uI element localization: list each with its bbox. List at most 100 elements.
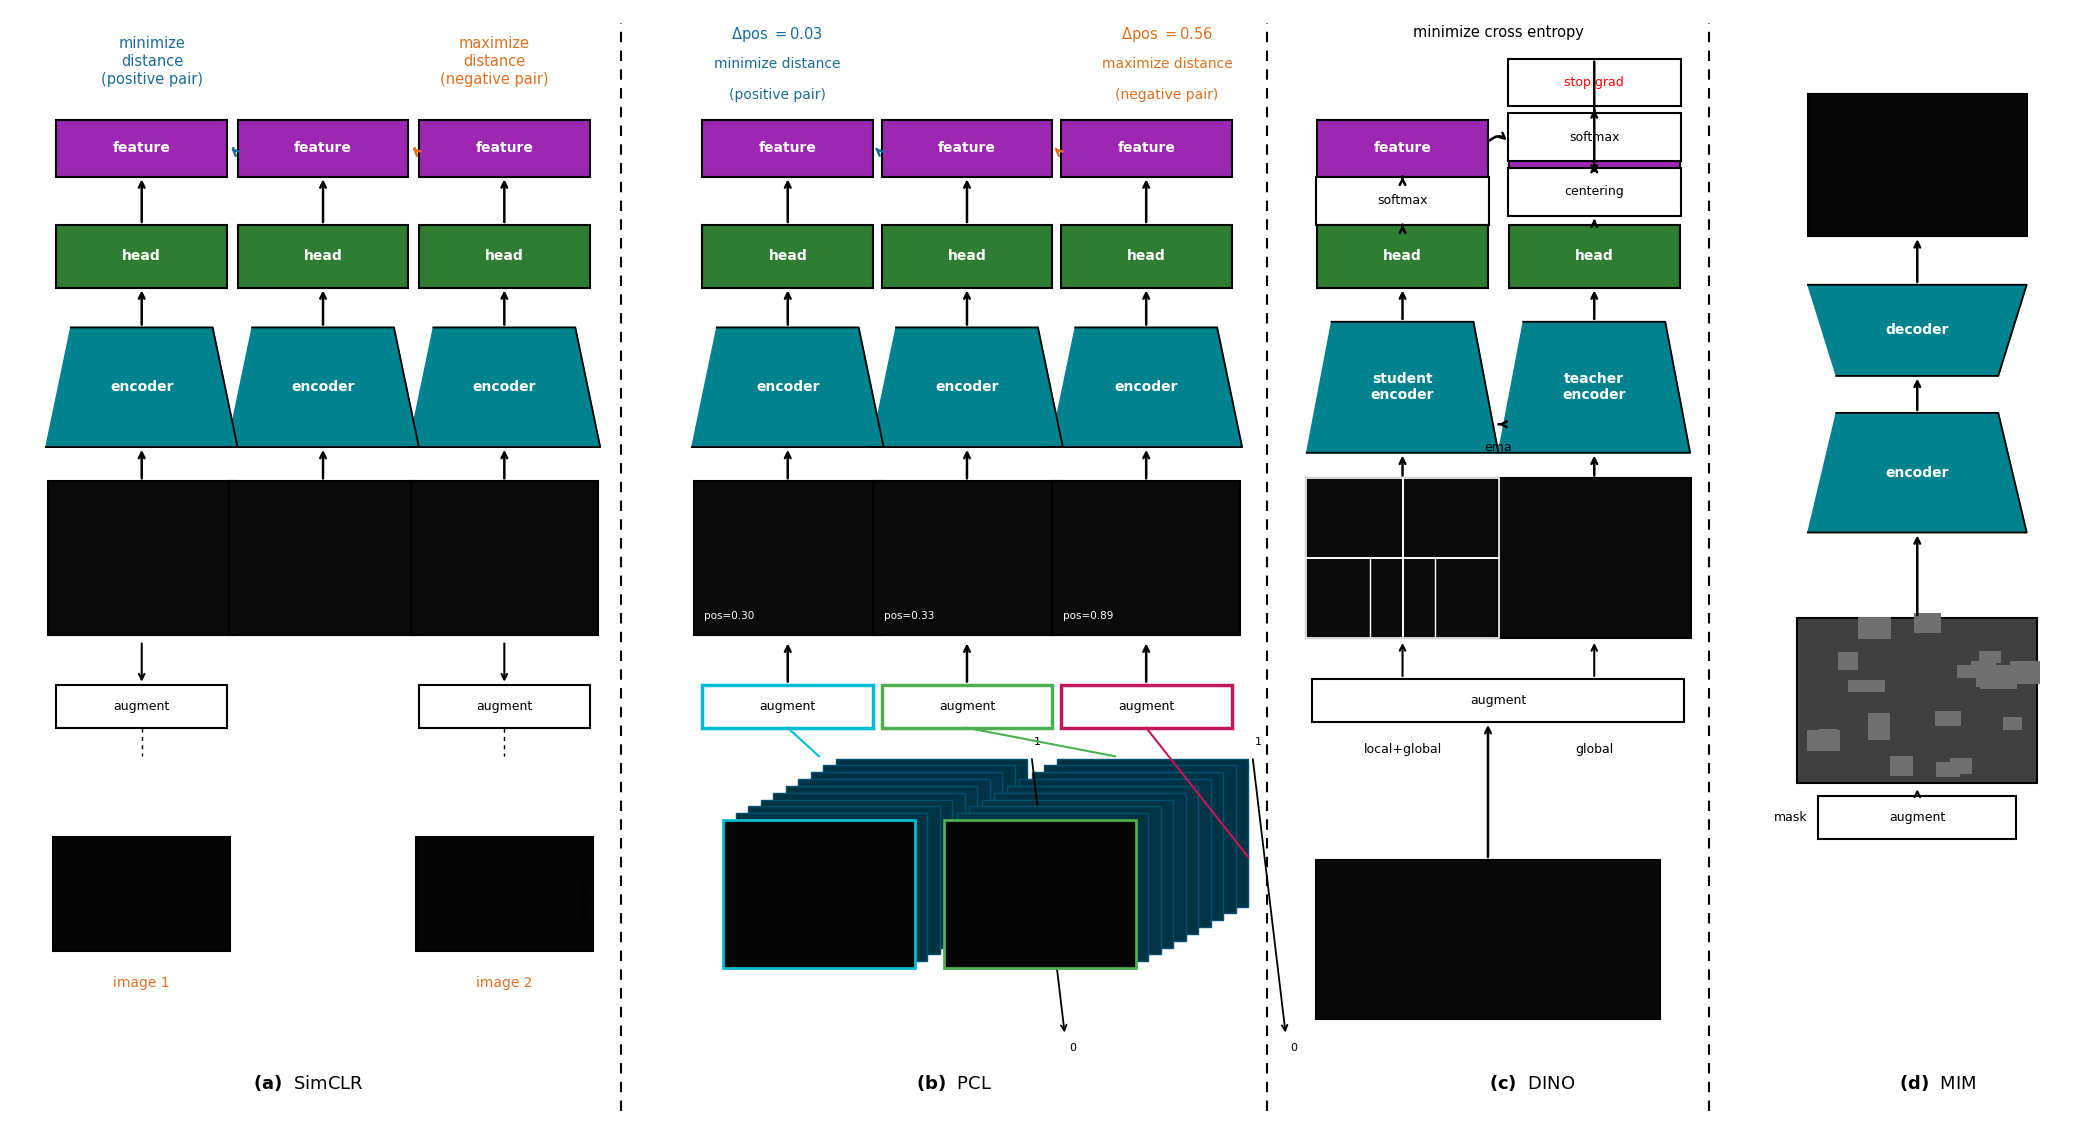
Polygon shape	[1050, 328, 1242, 446]
Bar	[1849, 680, 1884, 691]
Bar	[1915, 613, 1940, 633]
Bar	[1305, 558, 1403, 638]
FancyBboxPatch shape	[1061, 685, 1232, 728]
Text: encoder: encoder	[756, 380, 819, 394]
Bar	[229, 481, 417, 636]
Bar	[798, 779, 990, 927]
Bar	[1052, 481, 1240, 636]
Bar	[54, 837, 231, 951]
FancyBboxPatch shape	[56, 685, 227, 728]
Text: feature: feature	[759, 141, 817, 155]
Text: feature: feature	[294, 141, 352, 155]
Text: subject 2: subject 2	[800, 867, 813, 921]
Bar	[411, 481, 598, 636]
Text: encoder: encoder	[1886, 466, 1949, 480]
Bar	[1971, 661, 1996, 675]
Text: pos=0.30: pos=0.30	[704, 612, 754, 621]
Bar	[1317, 860, 1661, 1019]
FancyBboxPatch shape	[1509, 120, 1680, 177]
Text: feature: feature	[1565, 141, 1623, 155]
Text: minimize cross entropy: minimize cross entropy	[1413, 25, 1584, 40]
Bar	[1809, 95, 2026, 237]
Text: 1: 1	[1255, 737, 1261, 747]
FancyBboxPatch shape	[419, 224, 590, 287]
Bar	[1838, 653, 1859, 671]
Bar	[736, 813, 927, 961]
Bar	[1951, 757, 1971, 773]
Text: softmax: softmax	[1378, 195, 1428, 207]
Text: pos=0.33: pos=0.33	[884, 612, 934, 621]
Polygon shape	[1498, 321, 1690, 452]
Polygon shape	[408, 328, 600, 446]
FancyBboxPatch shape	[1061, 224, 1232, 287]
Bar	[1032, 772, 1223, 920]
Polygon shape	[1809, 285, 2026, 376]
Bar	[1305, 478, 1500, 638]
Text: feature: feature	[1373, 141, 1432, 155]
Text: encoder: encoder	[1115, 380, 1177, 394]
Bar	[1980, 665, 2017, 689]
Text: head: head	[769, 249, 807, 263]
Text: augment: augment	[1471, 694, 1525, 707]
Bar	[957, 813, 1148, 961]
Bar	[994, 793, 1186, 941]
Text: augment: augment	[115, 699, 169, 713]
Text: (negative pair): (negative pair)	[1115, 88, 1219, 101]
Bar	[773, 793, 965, 941]
Bar	[1819, 729, 1838, 746]
Bar	[748, 806, 940, 954]
Bar	[969, 806, 1161, 954]
Text: augment: augment	[1890, 811, 1944, 823]
FancyBboxPatch shape	[1509, 167, 1680, 216]
Text: $\bf{(c)}$  DINO: $\bf{(c)}$ DINO	[1488, 1073, 1576, 1093]
FancyBboxPatch shape	[1509, 224, 1680, 287]
Bar	[786, 786, 977, 934]
Text: augment: augment	[940, 699, 994, 713]
FancyBboxPatch shape	[1509, 58, 1680, 106]
FancyBboxPatch shape	[1061, 120, 1232, 177]
Bar	[823, 765, 1015, 913]
Polygon shape	[1307, 321, 1498, 452]
Text: $\bf{(a)}$  SimCLR: $\bf{(a)}$ SimCLR	[252, 1073, 365, 1093]
Text: subject 1: subject 1	[579, 867, 592, 921]
FancyBboxPatch shape	[1317, 177, 1488, 224]
Text: $\Delta$pos $= 0.56$: $\Delta$pos $= 0.56$	[1121, 25, 1213, 44]
Text: encoder: encoder	[110, 380, 173, 394]
Polygon shape	[871, 328, 1063, 446]
Polygon shape	[692, 328, 884, 446]
Text: head: head	[304, 249, 342, 263]
Bar	[1403, 478, 1500, 558]
Text: image 2: image 2	[475, 976, 534, 990]
Bar	[1867, 713, 1890, 740]
Bar	[1019, 779, 1211, 927]
Bar	[1796, 617, 2038, 784]
FancyBboxPatch shape	[1313, 679, 1684, 722]
Text: softmax: softmax	[1569, 131, 1619, 144]
Bar	[48, 481, 235, 636]
Text: feature: feature	[938, 141, 996, 155]
Text: head: head	[1127, 249, 1165, 263]
Bar	[836, 759, 1027, 907]
Bar	[1890, 756, 1913, 777]
Text: $\bf{(b)}$  PCL: $\bf{(b)}$ PCL	[917, 1073, 992, 1093]
Text: augment: augment	[477, 699, 531, 713]
Text: encoder: encoder	[936, 380, 998, 394]
Text: head: head	[948, 249, 986, 263]
Bar	[1057, 759, 1248, 907]
Text: augment: augment	[1119, 699, 1173, 713]
Text: pos=0.89: pos=0.89	[1063, 612, 1113, 621]
Bar	[415, 837, 592, 951]
FancyBboxPatch shape	[882, 120, 1052, 177]
Bar	[761, 800, 952, 948]
Text: decoder: decoder	[1886, 323, 1949, 337]
Text: head: head	[123, 249, 160, 263]
Bar	[873, 481, 1061, 636]
FancyBboxPatch shape	[56, 120, 227, 177]
Text: 0: 0	[1290, 1043, 1296, 1054]
Bar	[1980, 652, 2001, 663]
Text: local+global: local+global	[1363, 743, 1442, 755]
Bar	[1807, 730, 1840, 751]
FancyBboxPatch shape	[882, 685, 1052, 728]
Text: feature: feature	[475, 141, 534, 155]
Text: encoder: encoder	[473, 380, 536, 394]
